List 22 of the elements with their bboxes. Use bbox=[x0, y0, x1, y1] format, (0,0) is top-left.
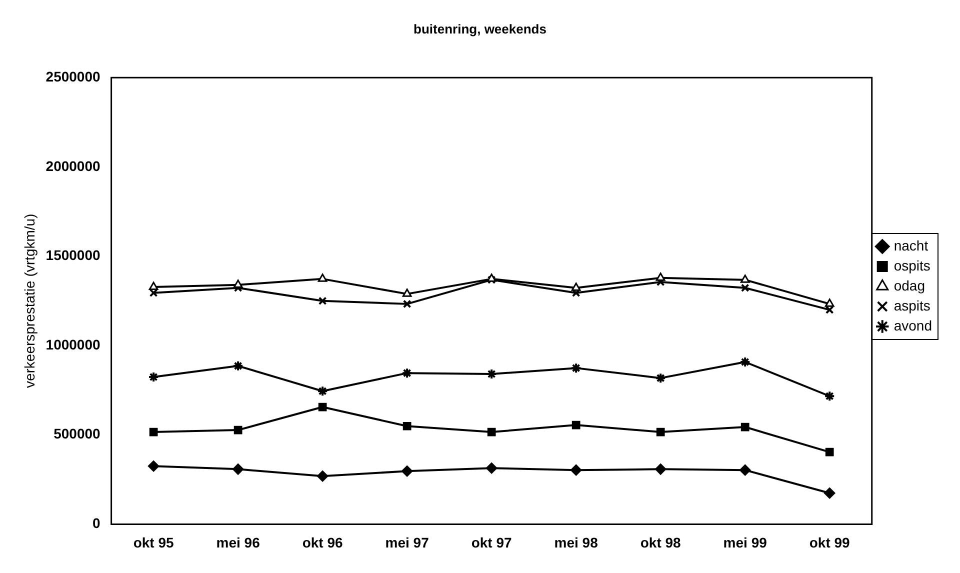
y-tick-label: 0 bbox=[92, 515, 101, 532]
chart-title: buitenring, weekends bbox=[414, 21, 546, 36]
x-tick-label: mei 99 bbox=[723, 534, 768, 550]
legend-label: nacht bbox=[894, 237, 928, 254]
y-tick-label: 1000000 bbox=[46, 336, 101, 352]
y-tick-label: 1500000 bbox=[46, 247, 101, 264]
legend-label: odag bbox=[894, 277, 926, 294]
y-axis-title: verkeersprestatie (vrtgkm/u) bbox=[21, 214, 38, 388]
y-tick-label: 2000000 bbox=[46, 158, 101, 174]
legend-label: avond bbox=[894, 317, 932, 334]
x-tick-label: okt 99 bbox=[809, 534, 850, 550]
legend-label: ospits bbox=[894, 257, 930, 274]
y-tick-label: 2500000 bbox=[46, 68, 101, 84]
x-tick-label: okt 96 bbox=[302, 534, 344, 550]
x-tick-label: okt 98 bbox=[640, 534, 682, 550]
x-tick-label: mei 97 bbox=[385, 534, 430, 550]
x-tick-label: okt 97 bbox=[471, 534, 512, 550]
legend-label: aspits bbox=[894, 297, 930, 314]
x-tick-label: okt 95 bbox=[133, 534, 174, 550]
x-tick-label: mei 98 bbox=[554, 534, 598, 550]
y-tick-label: 500000 bbox=[54, 426, 101, 442]
x-tick-label: mei 96 bbox=[216, 534, 260, 550]
